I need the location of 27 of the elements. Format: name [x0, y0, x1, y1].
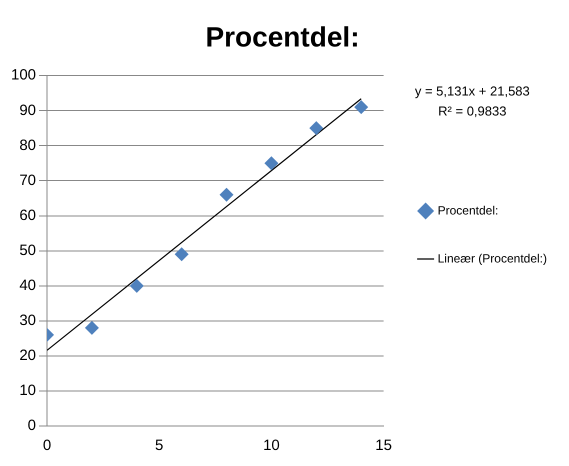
y-tick-label: 60: [19, 206, 36, 224]
point: [309, 121, 324, 136]
x-tick-label: 5: [155, 437, 164, 454]
y-tick-label: 30: [19, 312, 36, 330]
y-tick-label: 20: [19, 347, 36, 364]
point: [84, 320, 99, 335]
point: [354, 100, 368, 114]
x-tick-label: 10: [263, 437, 280, 454]
point: [174, 247, 189, 262]
y-tick-label: 90: [19, 102, 36, 119]
point: [130, 278, 144, 293]
x-tick-label: 15: [375, 437, 392, 454]
x-tick-label: 0: [42, 437, 52, 454]
y-tick-label: 50: [19, 242, 36, 259]
y-tick-label: 0: [28, 417, 36, 434]
y-tick-label: 80: [19, 136, 36, 154]
y-tick-label: 100: [10, 66, 36, 84]
y-tick-label: 70: [19, 172, 36, 189]
legend-label: Lineær (Procentdel:): [438, 251, 548, 266]
legend-label: Procentdel:: [438, 203, 498, 218]
y-tick-label: 40: [19, 276, 36, 294]
text: R² = 0,9833: [438, 104, 506, 119]
text: y = 5,131x + 21,583: [414, 84, 530, 99]
y-tick-label: 10: [19, 382, 36, 400]
chart-title: Procentdel:: [205, 22, 360, 53]
point: [220, 188, 234, 202]
point: [264, 156, 278, 170]
